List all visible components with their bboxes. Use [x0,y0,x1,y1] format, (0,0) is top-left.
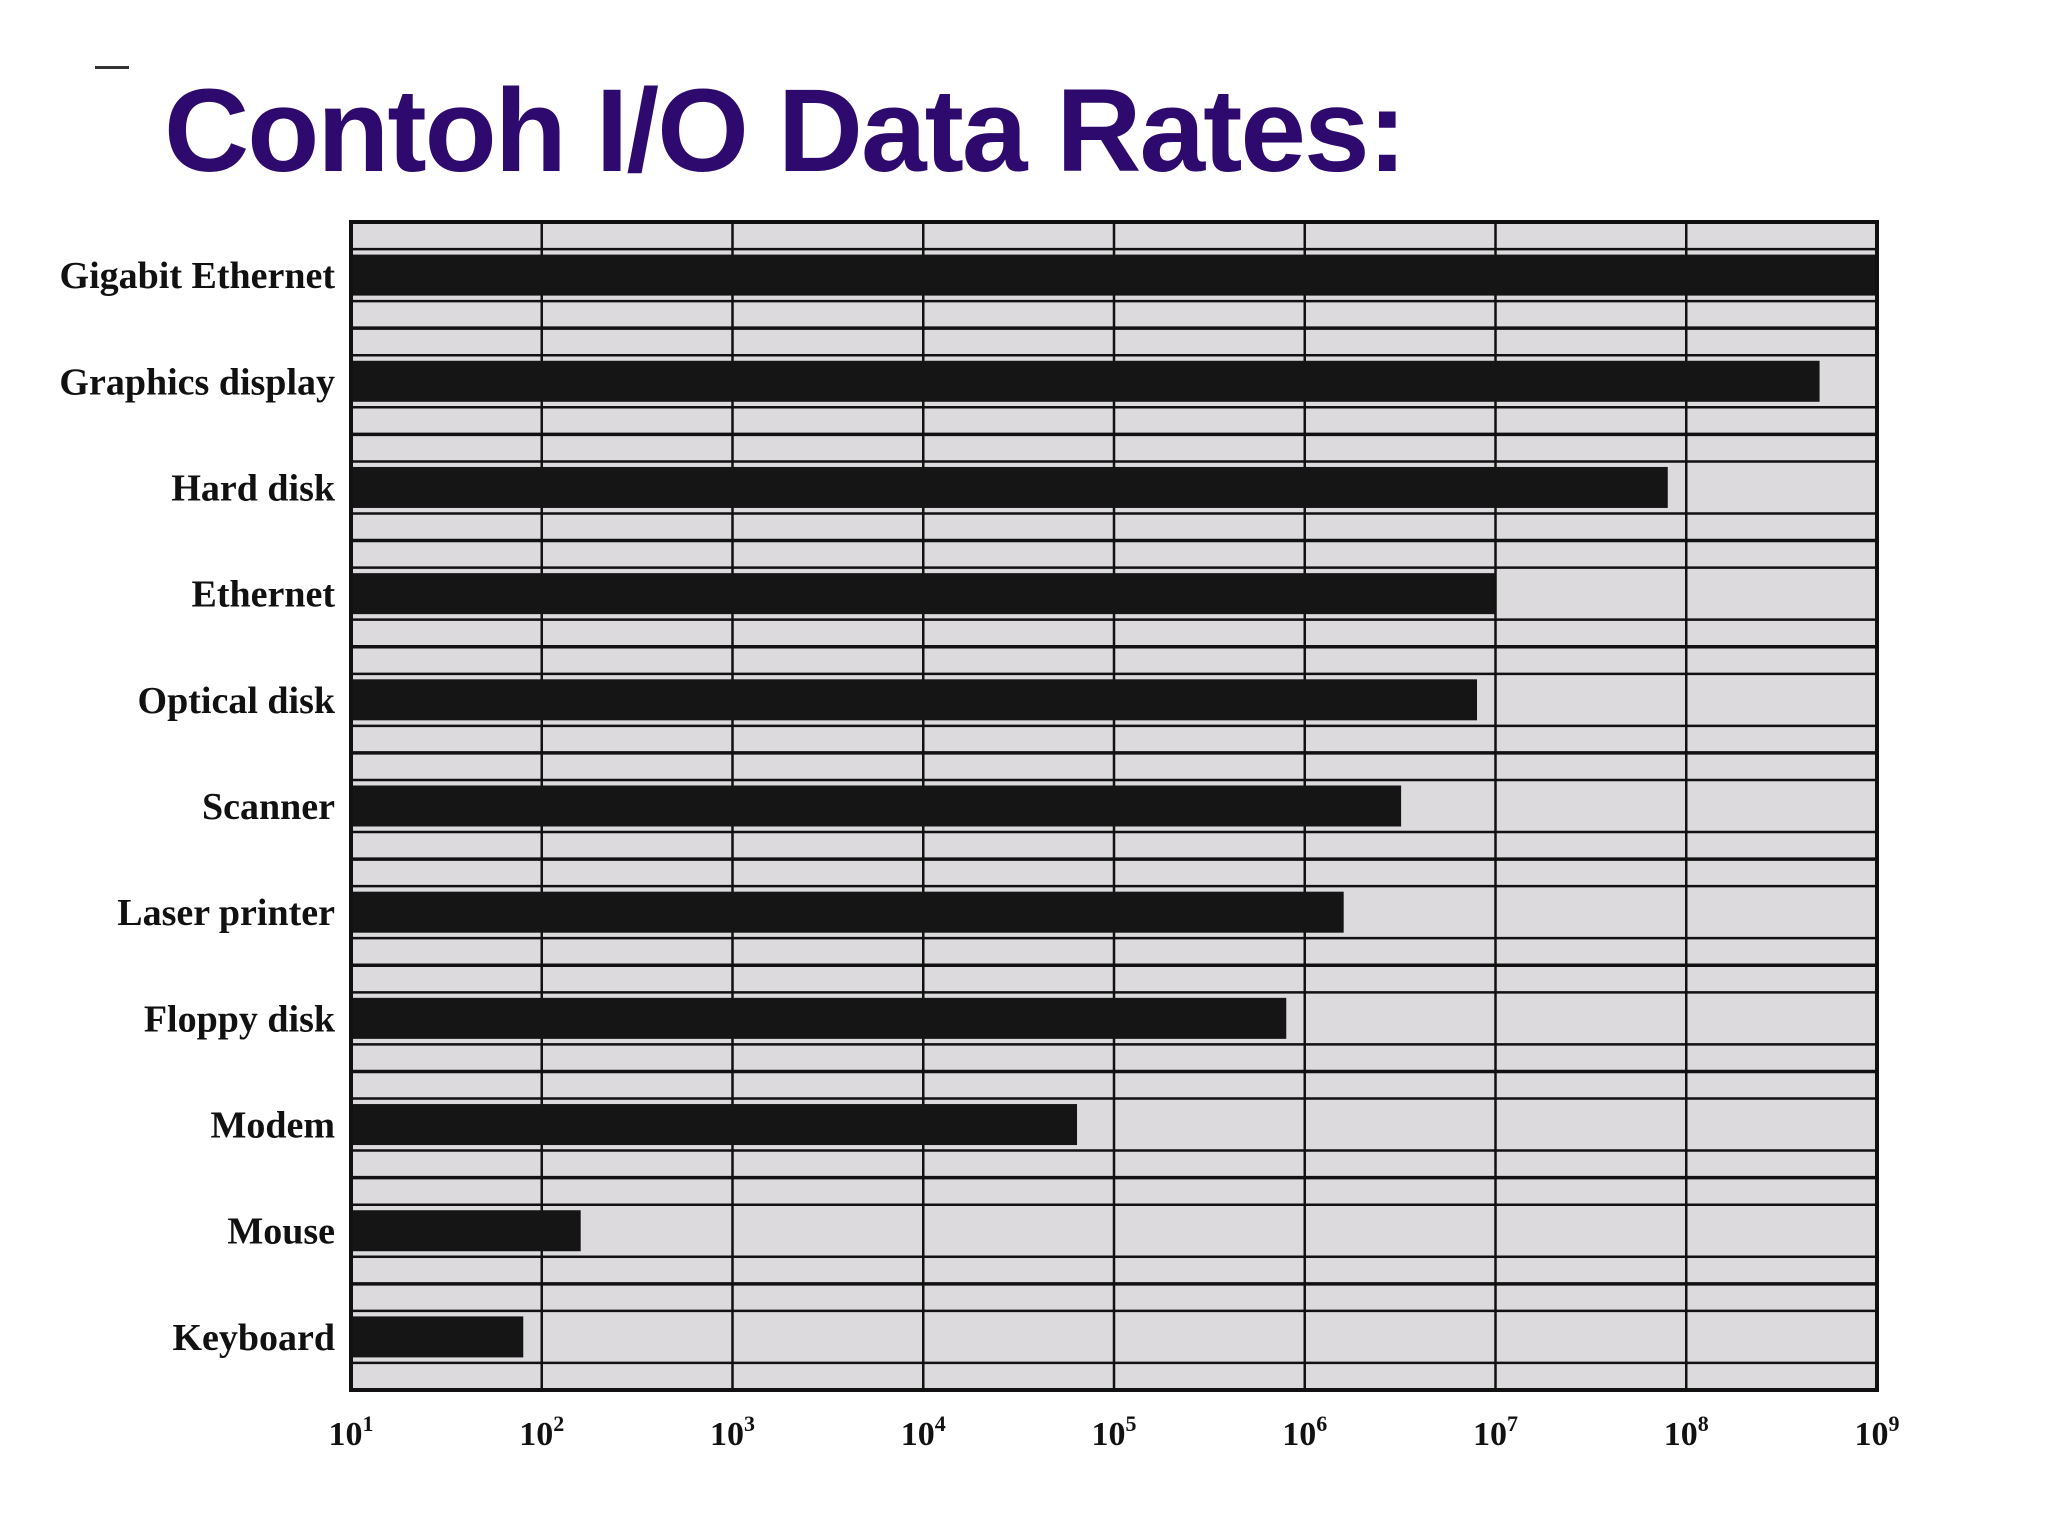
category-label: Modem [210,1105,335,1147]
category-label: Hard disk [171,467,336,509]
x-tick-base: 10 [329,1416,363,1453]
category-label: Floppy disk [144,998,336,1040]
category-label: Laser printer [117,892,335,934]
slide-title: Contoh I/O Data Rates: [164,65,1407,197]
x-tick-base: 10 [1855,1416,1889,1453]
plot-frame [349,220,1879,1392]
category-label: Ethernet [191,574,335,616]
x-tick-exponent: 6 [1316,1411,1327,1436]
x-tick-base: 10 [1282,1416,1316,1453]
x-tick-base: 10 [1664,1416,1698,1453]
bar-scanner [351,785,1402,827]
x-tick-base: 10 [1092,1416,1126,1453]
x-tick-exponent: 3 [744,1411,755,1436]
bar-floppy-disk [351,997,1287,1039]
bar-modem [351,1104,1078,1146]
x-tick-label: 107 [1473,1411,1518,1453]
bar-gigabit-ethernet [351,254,1877,296]
x-tick-exponent: 2 [553,1411,564,1436]
x-tick-label: 109 [1855,1411,1900,1453]
x-tick-exponent: 8 [1698,1411,1709,1436]
category-label: Graphics display [59,361,335,403]
x-tick-label: 108 [1664,1411,1709,1453]
x-tick-exponent: 1 [363,1411,374,1436]
category-label: Scanner [202,786,335,828]
x-tick-base: 10 [1473,1416,1507,1453]
x-tick-exponent: 5 [1126,1411,1137,1436]
category-label: Mouse [227,1211,335,1253]
x-tick-exponent: 4 [935,1411,946,1436]
bar-laser-printer [351,891,1344,933]
x-tick-label: 102 [519,1411,564,1453]
bar-mouse [351,1210,581,1252]
category-label: Gigabit Ethernet [60,255,336,297]
x-tick-label: 106 [1282,1411,1327,1453]
x-tick-base: 10 [901,1416,935,1453]
x-tick-exponent: 9 [1889,1411,1900,1436]
slide-dash [95,66,129,69]
x-tick-label: 104 [901,1411,946,1453]
bar-keyboard [351,1316,524,1358]
x-tick-base: 10 [519,1416,553,1453]
x-tick-label: 103 [710,1411,755,1453]
bar-graphics-display [351,360,1820,402]
x-tick-label: 101 [329,1411,374,1453]
x-tick-label: 105 [1092,1411,1137,1453]
bar-optical-disk [351,679,1478,721]
x-tick-exponent: 7 [1507,1411,1518,1436]
bar-hard-disk [351,466,1668,508]
category-label: Optical disk [138,680,336,722]
x-tick-base: 10 [710,1416,744,1453]
category-label: Keyboard [172,1317,335,1359]
bar-ethernet [351,573,1496,615]
